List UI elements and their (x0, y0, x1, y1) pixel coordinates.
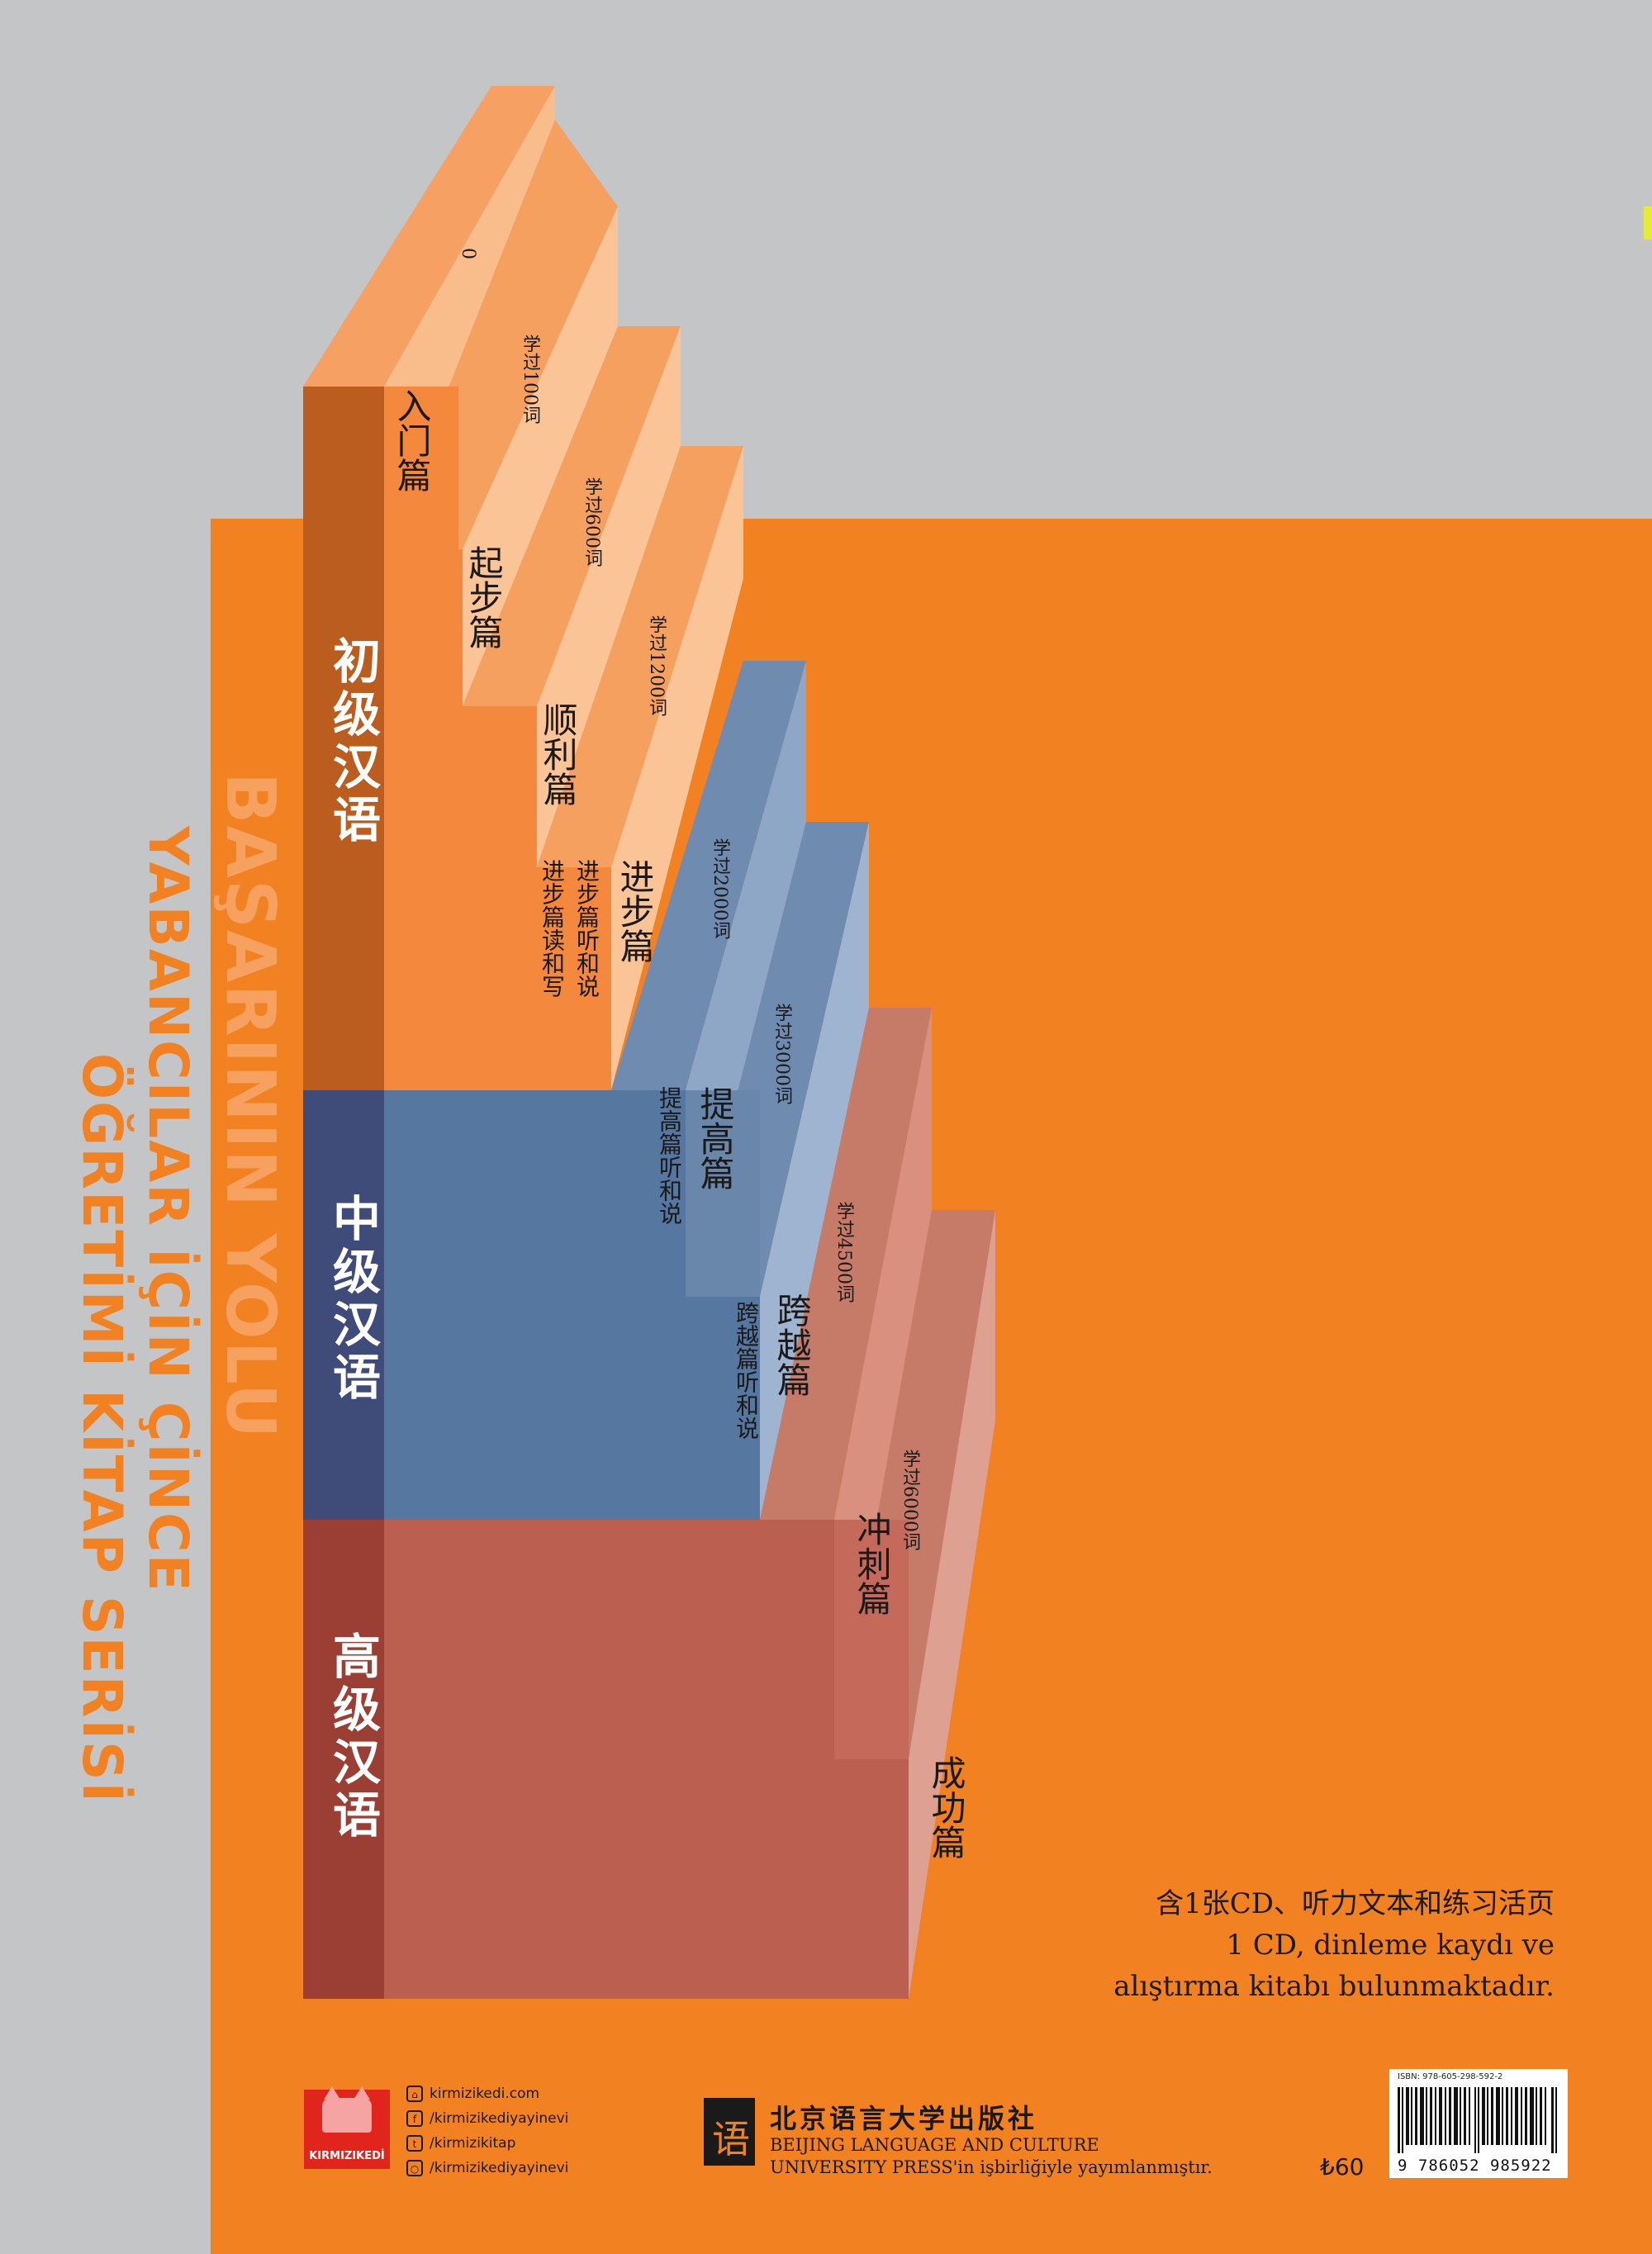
step-title: 进步篇 (615, 859, 655, 963)
cd-info-block: 含1张CD、听力文本和练习活页 1 CD, dinleme kaydı ve a… (1113, 1883, 1555, 2007)
step-word-count: 学过4500词 (833, 1202, 854, 1303)
series-subtitle-line2: ÖĞRETİMİ KİTAP SERİSİ (70, 1053, 134, 1805)
kirmizikedi-logo: KIRMIZIKEDİ (304, 2086, 390, 2169)
step-word-count: 学过3000词 (771, 1004, 792, 1104)
price: ₺60 (1320, 2153, 1365, 2180)
beginner-level-tab (303, 387, 384, 1090)
logo-text: KIRMIZIKEDİ (309, 2150, 385, 2162)
level-label-beginner: 初级汉语 (325, 636, 381, 847)
advanced-stairs (384, 1008, 995, 1999)
step-word-count: 学过2000词 (710, 838, 730, 939)
cd-info-line: 含1张CD、听力文本和练习活页 (1156, 1887, 1555, 1920)
level-label-intermediate: 中级汉语 (325, 1193, 381, 1405)
blcu-logo-icon: 语 (704, 2098, 755, 2166)
step-word-count: 0 (458, 248, 478, 259)
beginner-stairs (303, 86, 743, 1090)
step-word-count: 学过100词 (520, 335, 540, 424)
barcode-bars (1398, 2087, 1557, 2153)
blcu-name-chinese: 北京语言大学出版社 (770, 2103, 1038, 2134)
edge-mark (1644, 206, 1652, 240)
isbn-number: 9 786052 985922 (1398, 2157, 1552, 2175)
social-link-facebook[interactable]: f/kirmizikediyayinevi (406, 2110, 568, 2127)
social-link-instagram[interactable]: ○/kirmizikediyayinevi (406, 2160, 568, 2176)
isbn-label: ISBN: 978-605-298-592-2 (1398, 2072, 1503, 2081)
series-subtitle-line1: YABANCILAR İÇİN ÇİNCE (136, 826, 200, 1593)
step-word-count: 学过1200词 (646, 615, 667, 716)
step-title: 顺利篇 (538, 702, 578, 806)
series-title: BAŞARININ YOLU (211, 772, 289, 1440)
step-word-count: 学过600词 (582, 477, 602, 567)
step-title: 起步篇 (463, 545, 504, 649)
step-title: 成功篇 (926, 1755, 966, 1859)
facebook-icon: f (406, 2110, 423, 2127)
advanced-level-tab (303, 1520, 384, 1999)
intermediate-level-tab (303, 1090, 384, 1520)
step-title: 跨越篇 (771, 1293, 812, 1397)
step-subtitle: 提高篇听和说 (656, 1086, 683, 1225)
instagram-icon: ○ (406, 2160, 423, 2176)
step-subtitle: 进步篇听和说 (573, 859, 601, 998)
step-title: 入门篇 (392, 388, 432, 492)
orange-panel-notch (211, 743, 260, 772)
cd-info-line: alıştırma kitabı bulunmaktadır. (1113, 1970, 1555, 2003)
step-word-count: 学过6000词 (900, 1450, 920, 1550)
step-subtitle: 进步篇读和写 (539, 859, 566, 998)
social-link-twitter[interactable]: t/kirmizikitap (406, 2135, 515, 2152)
blcu-cooperation-note: UNIVERSITY PRESS'in işbirliğiyle yayımla… (770, 2157, 1213, 2177)
step-subtitle: 跨越篇听和说 (733, 1301, 760, 1440)
blcu-name-english: BEIJING LANGUAGE AND CULTURE (770, 2135, 1099, 2155)
cd-info-line: 1 CD, dinleme kaydı ve (1226, 1929, 1555, 1962)
level-label-advanced: 高级汉语 (325, 1631, 381, 1843)
step-title: 冲刺篇 (852, 1511, 892, 1616)
social-link-website[interactable]: ⌂ kirmizikedi.com (406, 2086, 539, 2102)
intermediate-stairs (384, 661, 869, 1520)
twitter-icon: t (406, 2135, 423, 2152)
step-title: 提高篇 (695, 1086, 735, 1190)
globe-icon: ⌂ (406, 2086, 423, 2102)
isbn-barcode: ISBN: 978-605-298-592-2 9 786052 985922 (1389, 2069, 1568, 2178)
cat-icon (322, 2086, 372, 2133)
